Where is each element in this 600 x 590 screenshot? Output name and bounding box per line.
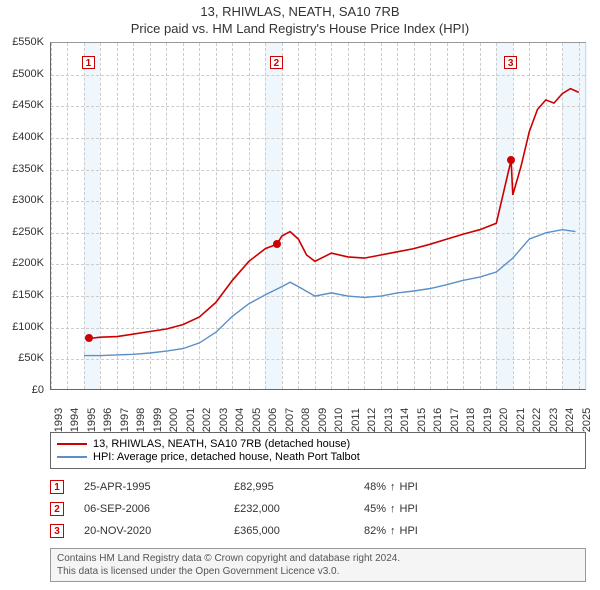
x-tick-label: 1993 (53, 408, 65, 432)
x-tick-label: 2005 (251, 408, 263, 432)
sales-price: £82,995 (234, 481, 364, 493)
marker-dot-1 (85, 334, 93, 342)
marker-dot-3 (507, 156, 515, 164)
legend-box: 13, RHIWLAS, NEATH, SA10 7RB (detached h… (50, 432, 586, 469)
y-tick-label: £550K (12, 36, 44, 48)
sales-row: 2 06-SEP-2006£232,00045% ↑ HPI (50, 498, 586, 520)
sales-price: £232,000 (234, 503, 364, 515)
y-tick-label: £500K (12, 68, 44, 80)
legend-label: HPI: Average price, detached house, Neat… (93, 451, 360, 463)
x-tick-label: 2006 (267, 408, 279, 432)
line-series_blue (84, 230, 576, 356)
chart-lines-svg (51, 43, 585, 389)
x-tick-label: 2008 (300, 408, 312, 432)
marker-box-1: 1 (82, 56, 95, 69)
footer-line2: This data is licensed under the Open Gov… (57, 565, 579, 578)
marker-dot-2 (273, 240, 281, 248)
sales-pct: 45% ↑ HPI (364, 503, 418, 515)
x-tick-label: 1995 (86, 408, 98, 432)
title-subtitle: Price paid vs. HM Land Registry's House … (0, 21, 600, 36)
x-tick-label: 2014 (399, 408, 411, 432)
titles: 13, RHIWLAS, NEATH, SA10 7RB Price paid … (0, 0, 600, 36)
x-tick-label: 1994 (69, 408, 81, 432)
x-tick-label: 1997 (119, 408, 131, 432)
y-tick-label: £50K (18, 352, 44, 364)
sales-price: £365,000 (234, 525, 364, 537)
sales-marker-num: 1 (50, 480, 64, 494)
x-tick-label: 2021 (515, 408, 527, 432)
x-tick-label: 2017 (449, 408, 461, 432)
marker-box-3: 3 (504, 56, 517, 69)
x-tick-label: 2022 (531, 408, 543, 432)
x-tick-label: 2010 (333, 408, 345, 432)
x-tick-label: 1996 (102, 408, 114, 432)
marker-box-2: 2 (270, 56, 283, 69)
title-address: 13, RHIWLAS, NEATH, SA10 7RB (0, 4, 600, 19)
y-axis-labels: £0£50K£100K£150K£200K£250K£300K£350K£400… (0, 42, 48, 390)
x-tick-label: 2025 (581, 408, 593, 432)
x-tick-label: 2020 (498, 408, 510, 432)
x-tick-label: 2018 (465, 408, 477, 432)
y-tick-label: £150K (12, 289, 44, 301)
footer-attribution: Contains HM Land Registry data © Crown c… (50, 548, 586, 582)
y-tick-label: £400K (12, 131, 44, 143)
legend-item: HPI: Average price, detached house, Neat… (57, 451, 579, 463)
x-tick-label: 1998 (135, 408, 147, 432)
line-series_red (89, 89, 579, 339)
x-tick-label: 2019 (482, 408, 494, 432)
arrow-up-icon: ↑ (390, 503, 396, 515)
x-tick-label: 2003 (218, 408, 230, 432)
sales-marker-num: 2 (50, 502, 64, 516)
y-tick-label: £350K (12, 163, 44, 175)
sales-pct: 82% ↑ HPI (364, 525, 418, 537)
x-tick-label: 2007 (284, 408, 296, 432)
sales-date: 20-NOV-2020 (84, 525, 234, 537)
legend-item: 13, RHIWLAS, NEATH, SA10 7RB (detached h… (57, 438, 579, 450)
legend-label: 13, RHIWLAS, NEATH, SA10 7RB (detached h… (93, 438, 350, 450)
x-tick-label: 2011 (350, 408, 362, 432)
y-tick-label: £200K (12, 257, 44, 269)
x-tick-label: 2013 (383, 408, 395, 432)
y-tick-label: £450K (12, 99, 44, 111)
chart-container: 13, RHIWLAS, NEATH, SA10 7RB Price paid … (0, 0, 600, 590)
sales-marker-num: 3 (50, 524, 64, 538)
chart-plot-area: 1 2 3 (50, 42, 586, 390)
y-tick-label: £100K (12, 321, 44, 333)
y-tick-label: £250K (12, 226, 44, 238)
sales-row: 3 20-NOV-2020£365,00082% ↑ HPI (50, 520, 586, 542)
x-tick-label: 2012 (366, 408, 378, 432)
x-tick-label: 2015 (416, 408, 428, 432)
arrow-up-icon: ↑ (390, 481, 396, 493)
x-tick-label: 2001 (185, 408, 197, 432)
y-tick-label: £300K (12, 194, 44, 206)
x-tick-label: 2000 (168, 408, 180, 432)
x-tick-label: 2023 (548, 408, 560, 432)
sales-date: 06-SEP-2006 (84, 503, 234, 515)
sales-row: 1 25-APR-1995£82,99548% ↑ HPI (50, 476, 586, 498)
y-tick-label: £0 (32, 384, 44, 396)
footer-line1: Contains HM Land Registry data © Crown c… (57, 552, 579, 565)
x-tick-label: 1999 (152, 408, 164, 432)
sales-pct: 48% ↑ HPI (364, 481, 418, 493)
x-tick-label: 2016 (432, 408, 444, 432)
x-tick-label: 2009 (317, 408, 329, 432)
legend-swatch-blue (57, 456, 87, 458)
x-tick-label: 2024 (564, 408, 576, 432)
x-tick-label: 2004 (234, 408, 246, 432)
x-axis-labels: 1993 1994 1995 1996 1997 1998 1999 2000 2001 2002… (50, 392, 586, 432)
sales-table: 1 25-APR-1995£82,99548% ↑ HPI 2 06-SEP-2006… (50, 476, 586, 542)
legend-swatch-red (57, 443, 87, 445)
x-tick-label: 2002 (201, 408, 213, 432)
arrow-up-icon: ↑ (390, 525, 396, 537)
sales-date: 25-APR-1995 (84, 481, 234, 493)
